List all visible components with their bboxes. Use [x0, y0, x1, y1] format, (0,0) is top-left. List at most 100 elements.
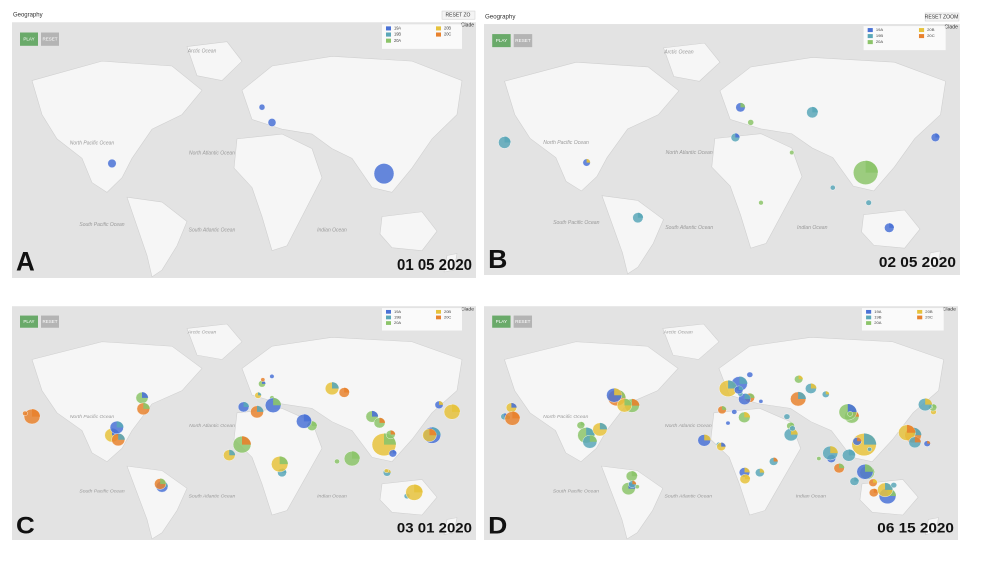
legend-swatch: [386, 321, 391, 325]
pie-chart: [867, 447, 872, 452]
pie-chart: [865, 199, 872, 206]
ocean-label: North Pacific Ocean: [70, 140, 115, 146]
reset-button[interactable]: [513, 315, 533, 328]
pie-wedge: [914, 436, 921, 443]
pie-wedge: [812, 106, 818, 113]
legend-swatch: [867, 28, 873, 33]
pie-wedge: [927, 440, 931, 444]
pie-wedge: [744, 393, 751, 400]
play-label: PLAY: [496, 38, 507, 43]
pie-wedge: [303, 414, 312, 422]
legend-title: Clade: [943, 306, 957, 312]
pie-wedge: [599, 422, 608, 430]
panel-letter: B: [488, 244, 507, 274]
legend-item: 20B: [444, 25, 451, 30]
pie-wedge: [810, 383, 817, 389]
legend-swatch: [436, 26, 441, 31]
pie-wedge: [452, 404, 461, 412]
ocean-label: South Pacific Ocean: [553, 489, 599, 495]
pie-wedge: [889, 223, 895, 228]
legend-box: [861, 308, 944, 331]
pie-chart: [731, 409, 738, 415]
legend-swatch: [917, 309, 923, 314]
legend-swatch: [386, 309, 391, 314]
pie-chart: [746, 371, 754, 378]
pie-chart: [384, 468, 389, 473]
pie-wedge: [379, 417, 386, 423]
pie-wedge: [414, 484, 423, 493]
pie-wedge: [790, 422, 795, 426]
pie-wedge: [624, 398, 632, 406]
panel-date: 06 15 2020: [877, 521, 954, 536]
pie-wedge: [932, 404, 937, 408]
pie-wedge: [160, 478, 166, 484]
play-button[interactable]: [20, 315, 38, 328]
reset-label: RESET: [515, 38, 531, 43]
legend-title: Clade: [945, 24, 959, 30]
reset-label: RESET: [515, 319, 531, 324]
pie-wedge: [704, 434, 711, 441]
legend-item: 19A: [876, 27, 884, 32]
ocean-label: South Pacific Ocean: [79, 489, 125, 495]
pie-wedge: [632, 480, 637, 485]
pie-wedge: [745, 474, 751, 480]
pie-wedge: [143, 402, 150, 409]
reset-button[interactable]: [41, 315, 59, 328]
ocean-label: South Atlantic Ocean: [189, 227, 236, 233]
legend-swatch: [917, 315, 923, 320]
reset-zoom-button[interactable]: [924, 12, 960, 22]
pie-wedge: [839, 463, 845, 469]
legend-swatch: [918, 34, 925, 39]
reset-zoom-button[interactable]: [441, 10, 476, 20]
pie-wedge: [229, 449, 236, 456]
pie-wedge: [586, 427, 595, 436]
pie-wedge: [352, 451, 360, 459]
pie-wedge: [830, 446, 838, 454]
pie-wedge: [744, 412, 751, 418]
ocean-label: Arctic Ocean: [187, 48, 217, 54]
pie-wedge: [32, 409, 41, 417]
pie-wedge: [857, 437, 862, 442]
pie-chart: [258, 103, 266, 111]
pie-wedge: [392, 449, 397, 454]
pie-wedge: [864, 433, 877, 445]
pie-chart: [789, 425, 796, 432]
map-panel: Arctic Ocean North Pacific Ocean North Atl…: [12, 10, 476, 278]
ocean-label: South Atlantic Ocean: [189, 493, 236, 499]
panel-title: Geography: [485, 14, 516, 21]
pie-wedge: [504, 136, 511, 143]
ocean-label: Indian Ocean: [797, 225, 828, 231]
pie-wedge: [116, 421, 124, 428]
pie-wedge: [429, 428, 437, 436]
pie-chart: [334, 458, 340, 465]
pie-wedge: [749, 393, 755, 398]
reset-button[interactable]: [41, 32, 59, 46]
play-button[interactable]: [20, 32, 38, 46]
ocean-label: South Pacific Ocean: [79, 222, 124, 228]
legend-swatch: [386, 315, 391, 320]
legend-item: 20C: [444, 32, 451, 37]
pie-wedge: [864, 464, 874, 472]
pie-wedge: [773, 457, 778, 462]
play-button[interactable]: [492, 315, 511, 328]
legend-item: 20B: [927, 27, 935, 32]
pie-chart: [758, 200, 764, 206]
legend-item: 20B: [444, 309, 452, 314]
legend-swatch: [436, 32, 441, 37]
pie-wedge: [142, 392, 149, 398]
legend-swatch: [866, 315, 872, 320]
pie-chart: [107, 158, 117, 168]
pie-chart: [373, 163, 395, 185]
legend-swatch: [386, 38, 391, 43]
pie-wedge: [257, 405, 264, 412]
reset-button[interactable]: [513, 34, 533, 48]
legend-item: 19A: [874, 309, 882, 314]
legend-swatch: [867, 40, 873, 45]
pie-chart: [269, 374, 275, 379]
legend-box: [863, 26, 946, 51]
reset-zoom-label: RESET ZOOM: [925, 14, 959, 20]
legend-item: 20A: [874, 320, 882, 325]
ocean-label: Arctic Ocean: [187, 330, 217, 336]
play-button[interactable]: [492, 34, 511, 48]
pie-chart: [758, 399, 764, 404]
